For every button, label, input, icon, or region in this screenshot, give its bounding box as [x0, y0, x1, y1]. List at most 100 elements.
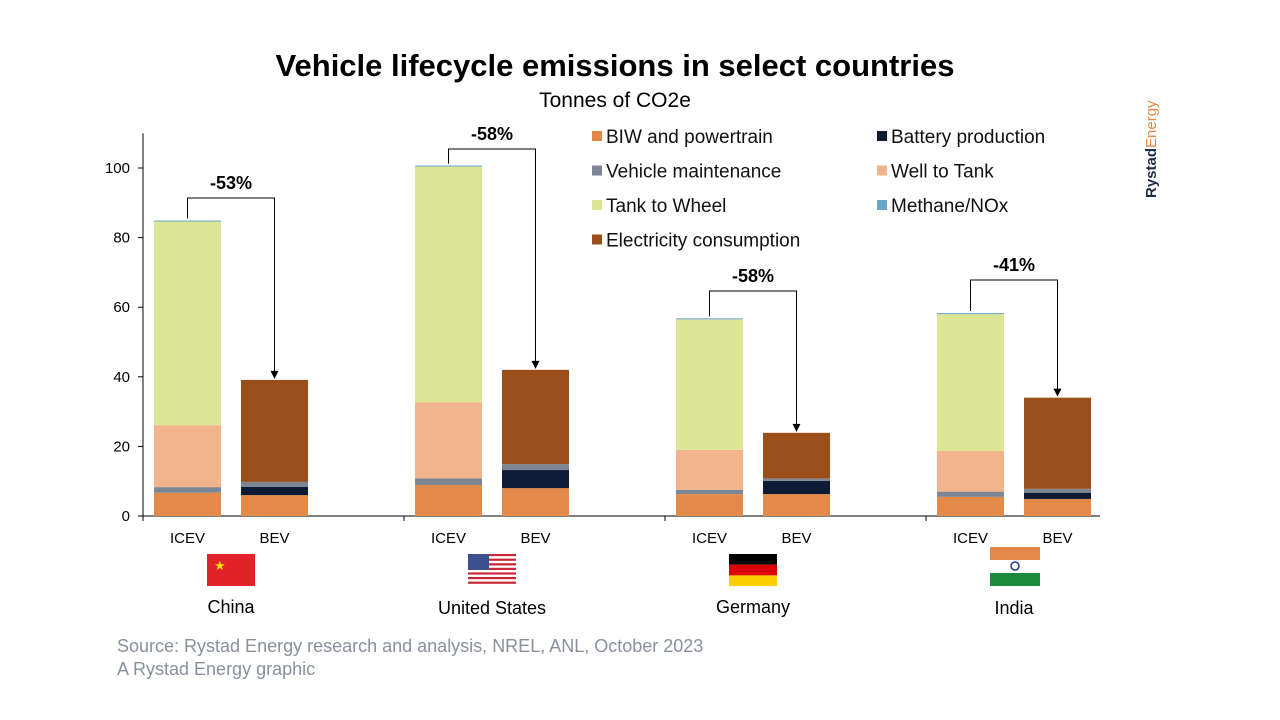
x-tick-label: BEV [520, 530, 550, 547]
x-tick-label: BEV [259, 530, 289, 547]
country-label: India [994, 598, 1034, 618]
legend: BIW and powertrain Battery production Vehi… [592, 127, 1045, 252]
bar-segment-tank-to-wheel [676, 319, 743, 450]
source-note: Source: Rystad Energy research and analy… [117, 636, 703, 656]
reduction-bracket [709, 290, 797, 425]
bar-segment-vehicle-maintenance [937, 491, 1004, 497]
legend-swatch [877, 200, 887, 210]
bar-segment-methane-nox [937, 313, 1004, 315]
country-label: Germany [716, 597, 790, 617]
x-tick-label: ICEV [170, 530, 205, 547]
bar-segment-biw-and-powertrain [937, 496, 1004, 516]
bar-segment-vehicle-maintenance [1024, 488, 1091, 493]
bar-segment-biw-and-powertrain [154, 492, 221, 516]
legend-swatch [592, 131, 602, 141]
legend-swatch [592, 234, 602, 245]
x-tick-label: ICEV [953, 530, 988, 547]
bar-segment-vehicle-maintenance [502, 464, 569, 471]
india-flag [990, 547, 1040, 586]
reduction-bracket [187, 197, 275, 372]
group-labels: ICEV BEV ★ China ICEV BEV United States ICEV BEV… [170, 530, 1073, 618]
bar-segment-battery-production [241, 486, 308, 496]
reduction-bracket [970, 279, 1058, 390]
germany-flag [729, 554, 777, 587]
bar-segment-battery-production [502, 470, 569, 489]
y-tick-label: 100 [105, 160, 130, 177]
arrow-head [792, 423, 801, 432]
legend-item: Battery production [877, 127, 1045, 148]
bar-segment-well-to-tank [676, 449, 743, 490]
bar-segment-methane-nox [415, 165, 482, 167]
legend-item: Vehicle maintenance [592, 162, 781, 183]
bar-segment-vehicle-maintenance [241, 481, 308, 487]
bar-segment-tank-to-wheel [937, 314, 1004, 451]
x-tick-label: BEV [1042, 530, 1072, 547]
y-tick-label: 80 [113, 230, 130, 247]
bar-segment-tank-to-wheel [415, 166, 482, 403]
y-tick-label: 40 [113, 369, 130, 386]
legend-swatch [877, 131, 887, 141]
arrow-head [531, 360, 540, 369]
bar-segment-well-to-tank [415, 402, 482, 479]
legend-item: Methane/NOx [877, 196, 1009, 217]
svg-text:★: ★ [214, 558, 226, 573]
reduction-label: -58% [471, 124, 513, 144]
credit-note: A Rystad Energy graphic [117, 659, 315, 679]
bar-segment-electricity-consumption [1024, 397, 1091, 489]
china-flag: ★ [207, 554, 255, 586]
legend-swatch [592, 165, 602, 176]
bar-segment-vehicle-maintenance [676, 489, 743, 495]
bar-segment-biw-and-powertrain [502, 488, 569, 516]
rystad-logo: RystadEnergy [1143, 100, 1160, 198]
reduction-label: -41% [993, 255, 1035, 275]
bars [154, 165, 1091, 516]
legend-item: Tank to Wheel [592, 196, 726, 217]
x-tick-label: ICEV [431, 530, 466, 547]
reduction-bracket [448, 148, 536, 362]
bar-segment-methane-nox [676, 318, 743, 320]
bar-segment-vehicle-maintenance [415, 478, 482, 486]
legend-swatch [877, 165, 887, 176]
chart-subtitle: Tonnes of CO2e [539, 89, 691, 112]
legend-swatch [592, 200, 602, 210]
usa-flag [468, 554, 516, 587]
legend-label: Methane/NOx [891, 196, 1009, 217]
legend-label: Vehicle maintenance [606, 162, 781, 183]
bar-segment-biw-and-powertrain [415, 485, 482, 516]
chart-title: Vehicle lifecycle emissions in select co… [276, 48, 955, 83]
bar-segment-electricity-consumption [763, 432, 830, 479]
legend-item: BIW and powertrain [592, 127, 773, 148]
bar-segment-electricity-consumption [241, 379, 308, 482]
arrow-head [1053, 388, 1062, 397]
x-tick-label: BEV [781, 530, 811, 547]
legend-item: Electricity consumption [592, 231, 800, 252]
x-tick-label: ICEV [692, 530, 727, 547]
bar-segment-battery-production [1024, 492, 1091, 499]
country-label: China [207, 597, 255, 617]
bar-segment-biw-and-powertrain [241, 495, 308, 516]
legend-label: BIW and powertrain [606, 127, 773, 148]
country-label: United States [438, 598, 546, 618]
bar-segment-methane-nox [154, 220, 221, 222]
legend-label: Well to Tank [891, 162, 994, 183]
bar-segment-biw-and-powertrain [676, 494, 743, 516]
bar-segment-well-to-tank [154, 425, 221, 488]
logo-text: RystadEnergy [1143, 100, 1160, 198]
y-tick-label: 0 [122, 508, 130, 525]
bar-segment-vehicle-maintenance [763, 478, 830, 481]
arrow-head [270, 370, 279, 379]
legend-label: Tank to Wheel [606, 196, 726, 217]
bar-segment-vehicle-maintenance [154, 487, 221, 493]
bar-segment-well-to-tank [937, 450, 1004, 492]
reduction-label: -58% [732, 266, 774, 286]
reduction-label: -53% [210, 173, 252, 193]
bar-segment-tank-to-wheel [154, 221, 221, 426]
bar-segment-biw-and-powertrain [763, 494, 830, 516]
legend-item: Well to Tank [877, 162, 994, 183]
legend-label: Battery production [891, 127, 1045, 148]
bar-segment-electricity-consumption [502, 369, 569, 465]
y-tick-label: 20 [113, 438, 130, 455]
legend-label: Electricity consumption [606, 231, 800, 252]
bar-segment-biw-and-powertrain [1024, 498, 1091, 516]
